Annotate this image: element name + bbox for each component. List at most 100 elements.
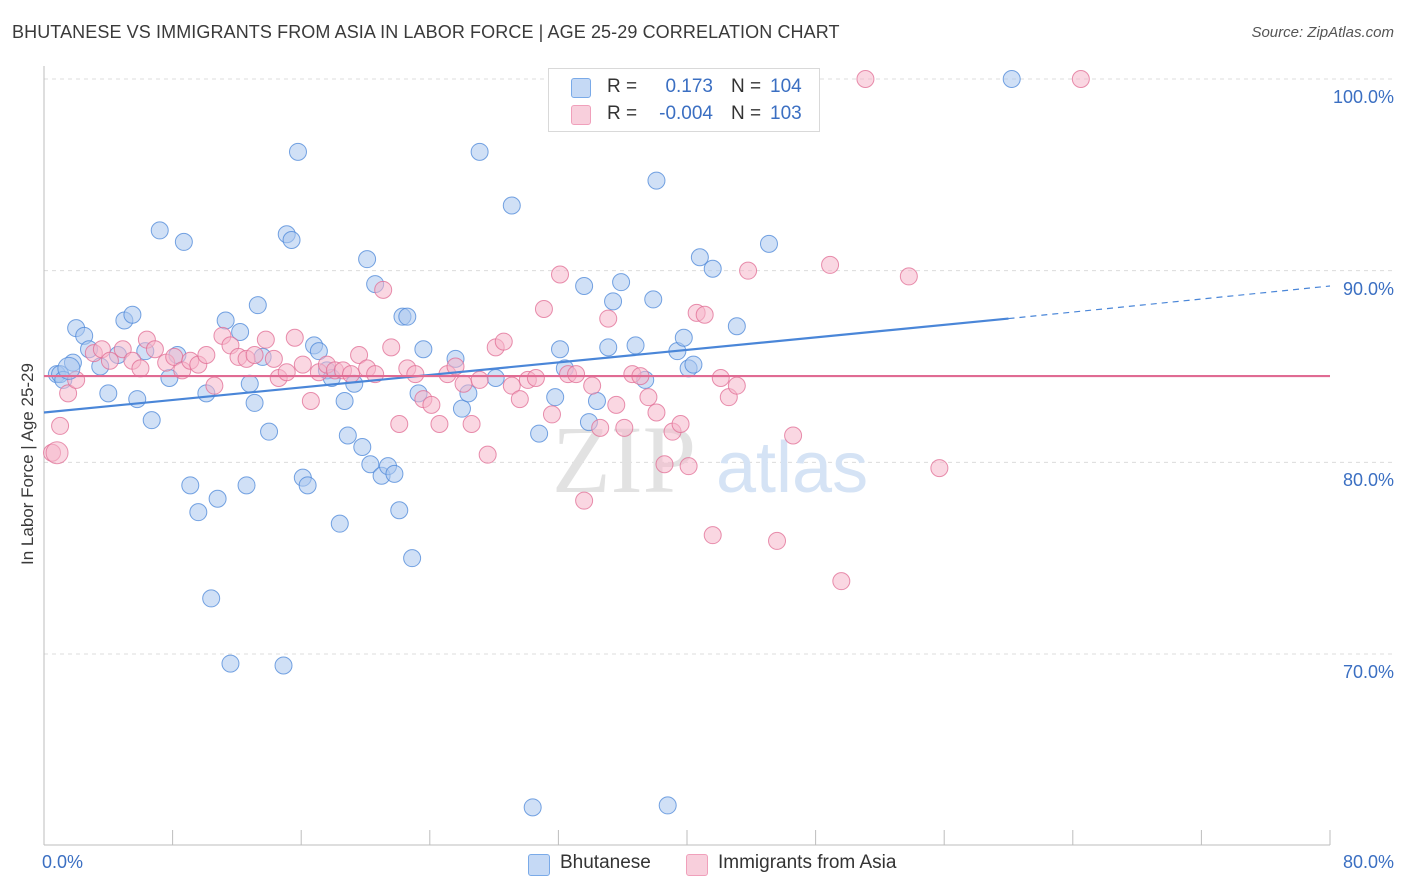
point-bhutanese xyxy=(385,464,404,483)
point-immigrants-asia xyxy=(113,340,132,359)
point-bhutanese xyxy=(604,292,623,311)
point-bhutanese xyxy=(390,501,409,520)
point-immigrants-asia xyxy=(856,70,875,88)
point-bhutanese xyxy=(703,259,722,278)
point-immigrants-asia xyxy=(277,363,296,382)
point-immigrants-asia xyxy=(100,351,119,370)
point-bhutanese xyxy=(1002,70,1021,88)
bottom-legend-label-bhutanese: Bhutanese xyxy=(560,852,651,873)
point-immigrants-asia xyxy=(197,346,216,364)
point-immigrants-asia xyxy=(534,300,553,318)
point-immigrants-asia xyxy=(526,369,545,387)
point-bhutanese xyxy=(626,336,645,355)
point-immigrants-asia xyxy=(899,267,918,286)
point-bhutanese xyxy=(208,489,227,508)
trend-line-bhutanese xyxy=(43,317,1009,414)
bottom-legend-swatch-immigrants-asia xyxy=(686,854,708,876)
point-immigrants-asia xyxy=(567,365,586,384)
point-immigrants-asia xyxy=(390,415,409,433)
point-immigrants-asia xyxy=(205,376,224,395)
point-bhutanese xyxy=(599,338,618,357)
point-bhutanese xyxy=(298,476,317,495)
point-immigrants-asia xyxy=(462,415,481,433)
point-immigrants-asia xyxy=(454,374,473,393)
legend-row-bhutanese: R = 0.173 N = 104 xyxy=(549,75,819,101)
point-bhutanese xyxy=(523,798,542,817)
point-bhutanese xyxy=(452,399,471,418)
point-immigrants-asia xyxy=(478,445,497,464)
point-bhutanese xyxy=(353,438,372,456)
legend-row-immigrants-asia: R = -0.004 N = 103 xyxy=(549,102,819,128)
point-immigrants-asia xyxy=(131,359,150,378)
x-tick-label: 80.0% xyxy=(1342,852,1394,872)
point-bhutanese xyxy=(358,250,377,269)
bottom-legend-label-immigrants-asia: Immigrants from Asia xyxy=(718,852,897,873)
point-bhutanese xyxy=(288,142,307,161)
point-immigrants-asia xyxy=(542,405,561,424)
trend-line-bhutanese-extension xyxy=(1008,285,1331,320)
trend-lines xyxy=(43,285,1331,414)
point-immigrants-asia xyxy=(145,340,164,359)
point-immigrants-asia xyxy=(45,441,69,465)
legend-swatch-immigrants-asia xyxy=(571,105,591,125)
point-bhutanese xyxy=(57,356,81,380)
point-immigrants-asia xyxy=(583,376,602,395)
point-bhutanese xyxy=(99,384,118,403)
point-immigrants-asia xyxy=(430,415,449,433)
legend-n-value: 103 xyxy=(770,103,802,124)
point-immigrants-asia xyxy=(615,418,634,437)
point-bhutanese xyxy=(274,656,293,675)
point-immigrants-asia xyxy=(647,403,666,422)
legend-n-value: 104 xyxy=(770,76,802,97)
y-tick-label: 80.0% xyxy=(1342,470,1394,491)
correlation-legend: R = 0.173 N = 104 R = -0.004 N = 103 xyxy=(548,68,820,132)
y-axis-label: In Labor Force | Age 25-29 xyxy=(18,363,37,565)
point-immigrants-asia xyxy=(342,365,361,384)
point-immigrants-asia xyxy=(406,365,425,384)
point-bhutanese xyxy=(330,514,349,533)
point-bhutanese xyxy=(361,455,380,474)
point-bhutanese xyxy=(231,323,250,341)
point-bhutanese xyxy=(727,317,746,336)
point-bhutanese xyxy=(150,221,169,240)
y-tick-label: 100.0% xyxy=(1332,87,1394,107)
point-bhutanese xyxy=(759,234,778,253)
point-immigrants-asia xyxy=(245,346,264,364)
point-bhutanese xyxy=(248,296,267,315)
point-bhutanese xyxy=(181,476,200,495)
point-immigrants-asia xyxy=(59,384,78,403)
point-bhutanese xyxy=(690,248,709,267)
point-immigrants-asia xyxy=(285,328,304,347)
point-bhutanese xyxy=(189,503,208,522)
point-immigrants-asia xyxy=(374,280,393,299)
point-immigrants-asia xyxy=(494,332,513,351)
point-immigrants-asia xyxy=(51,416,70,435)
point-bhutanese xyxy=(282,231,301,249)
point-immigrants-asia xyxy=(655,455,674,474)
point-bhutanese xyxy=(575,277,594,295)
bottom-legend-swatch-bhutanese xyxy=(528,854,550,876)
legend-r-value: 0.173 xyxy=(665,76,713,97)
point-bhutanese xyxy=(647,171,666,190)
point-bhutanese xyxy=(403,549,422,568)
point-immigrants-asia xyxy=(575,491,594,510)
point-bhutanese xyxy=(684,355,703,374)
point-immigrants-asia xyxy=(422,395,441,414)
point-bhutanese xyxy=(658,796,677,815)
x-tick-label: 0.0% xyxy=(42,852,84,872)
point-immigrants-asia xyxy=(366,365,385,384)
point-bhutanese xyxy=(587,392,606,410)
point-immigrants-asia xyxy=(256,330,275,349)
y-tick-label: 70.0% xyxy=(1342,662,1394,682)
point-immigrants-asia xyxy=(607,395,626,414)
point-bhutanese xyxy=(174,232,193,251)
point-bhutanese xyxy=(470,142,489,161)
point-immigrants-asia xyxy=(591,418,610,437)
point-bhutanese xyxy=(644,290,663,309)
chart-title: BHUTANESE VS IMMIGRANTS FROM ASIA IN LAB… xyxy=(12,22,840,42)
point-immigrants-asia xyxy=(382,338,401,357)
y-tick-label: 90.0% xyxy=(1342,278,1394,299)
point-immigrants-asia xyxy=(832,572,851,591)
point-bhutanese xyxy=(398,307,417,326)
